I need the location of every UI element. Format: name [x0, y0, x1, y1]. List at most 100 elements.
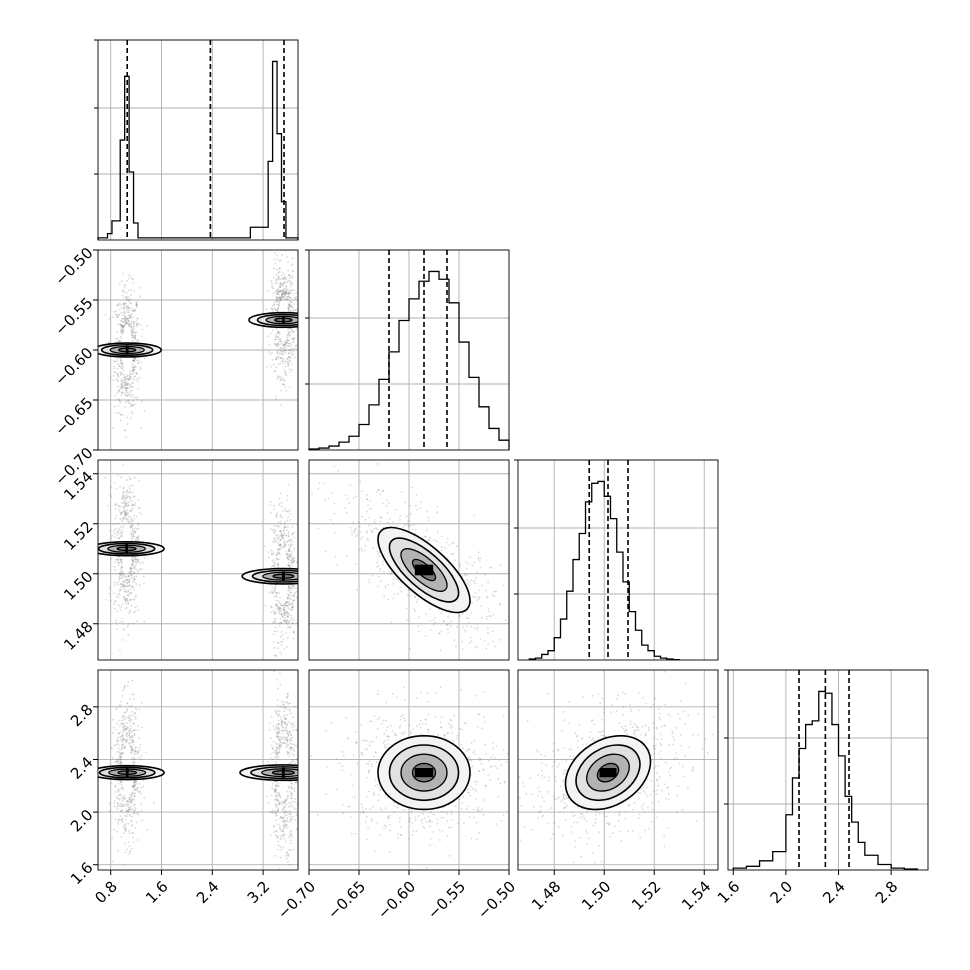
scatter-point [273, 561, 276, 564]
scatter-point [125, 494, 127, 497]
scatter-point [624, 817, 627, 820]
scatter-point [270, 611, 273, 614]
scatter-point [352, 754, 355, 756]
scatter-point [131, 529, 134, 532]
scatter-point [559, 811, 561, 814]
scatter-point [142, 575, 145, 578]
scatter-point [672, 743, 674, 746]
scatter-point [554, 780, 557, 783]
scatter-point [575, 736, 578, 738]
scatter-point [283, 545, 285, 547]
scatter-point [288, 304, 291, 307]
scatter-point [287, 345, 289, 347]
scatter-point [400, 715, 403, 718]
scatter-point [114, 607, 116, 610]
scatter-point [116, 474, 119, 477]
scatter-point [127, 801, 129, 804]
scatter-point [276, 714, 279, 716]
scatter-point [286, 334, 289, 337]
scatter-point [695, 820, 698, 823]
scatter-point [119, 815, 122, 818]
scatter-point [269, 722, 271, 724]
scatter-point [280, 837, 283, 840]
scatter-point [123, 496, 126, 499]
scatter-point [119, 567, 122, 569]
scatter-point [537, 811, 540, 814]
scatter-point [288, 810, 291, 812]
scatter-point [282, 729, 285, 732]
scatter-point [276, 608, 278, 611]
scatter-point [137, 359, 140, 362]
scatter-point [113, 726, 115, 729]
scatter-point [120, 306, 123, 309]
scatter-point [278, 731, 281, 734]
scatter-point [411, 821, 414, 824]
scatter-point [287, 533, 290, 536]
scatter-point [130, 574, 132, 577]
scatter-point [273, 559, 275, 561]
scatter-point [461, 626, 464, 629]
scatter-point [127, 575, 130, 577]
scatter-point [275, 812, 277, 814]
scatter-point [117, 303, 120, 306]
scatter-point [276, 805, 279, 808]
scatter-point [562, 778, 565, 781]
scatter-point [417, 815, 420, 817]
scatter-point [483, 691, 486, 694]
scatter-point [637, 692, 640, 694]
scatter-point [603, 711, 605, 714]
scatter-point [120, 781, 123, 783]
scatter-point [648, 827, 651, 830]
scatter-point [420, 732, 422, 735]
scatter-point [285, 610, 287, 613]
scatter-point [502, 715, 505, 718]
scatter-point [271, 592, 274, 594]
scatter-point [292, 584, 294, 587]
scatter-point [131, 556, 134, 559]
scatter-point [448, 826, 451, 829]
scatter-point [278, 739, 281, 741]
scatter-point [118, 704, 121, 707]
scatter-point [367, 524, 370, 527]
scatter-point [117, 821, 120, 823]
scatter-point [629, 708, 632, 710]
scatter-point [366, 762, 368, 765]
scatter-point [130, 745, 132, 747]
scatter-point [133, 336, 136, 339]
scatter-point [119, 529, 121, 531]
scatter-point [276, 303, 279, 306]
scatter-point [117, 528, 120, 531]
scatter-point [669, 774, 672, 777]
scatter-point [629, 723, 632, 726]
scatter-point [120, 386, 123, 389]
scatter-point [656, 816, 659, 819]
scatter-point [274, 784, 277, 787]
scatter-point [562, 773, 565, 775]
scatter-point [660, 757, 662, 760]
scatter-point [402, 733, 405, 736]
scatter-point [436, 511, 439, 514]
scatter-point [483, 799, 486, 801]
scatter-point [109, 493, 112, 496]
scatter-point [284, 360, 287, 363]
scatter-point [121, 383, 123, 386]
scatter-point [116, 790, 119, 793]
scatter-point [543, 800, 546, 803]
scatter-point [126, 520, 129, 523]
scatter-point [134, 556, 137, 559]
scatter-point [551, 765, 554, 768]
scatter-point [278, 606, 281, 609]
scatter-point [272, 633, 275, 636]
scatter-point [126, 311, 129, 314]
scatter-point [277, 376, 280, 379]
scatter-point [120, 565, 123, 568]
scatter-point [275, 604, 278, 607]
scatter-point [672, 736, 675, 739]
scatter-point [134, 716, 137, 718]
scatter-point [287, 598, 289, 601]
scatter-point [281, 738, 284, 741]
scatter-point [123, 581, 126, 584]
scatter-point [123, 392, 126, 395]
scatter-point [121, 320, 124, 323]
scatter-point [120, 383, 123, 386]
